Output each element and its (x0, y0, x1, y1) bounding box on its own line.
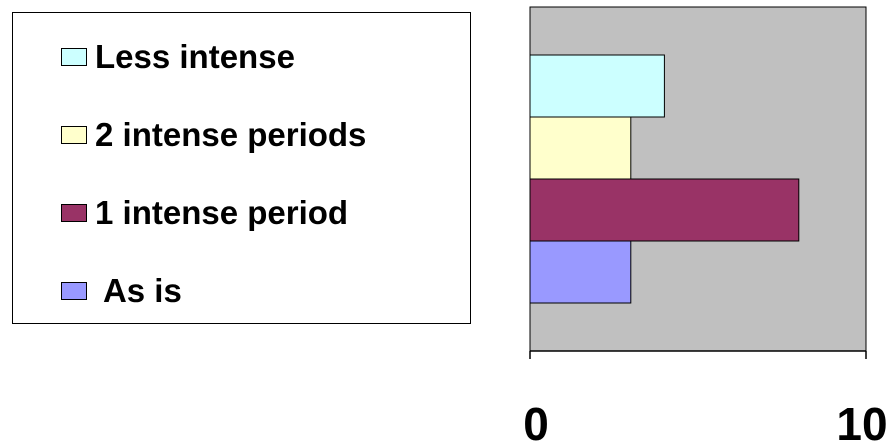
bars-group (529, 54, 800, 304)
bar-as-is (529, 240, 632, 304)
legend-swatch-2-intense-periods (61, 126, 87, 144)
bar-less-intense (529, 54, 665, 118)
legend-label-1-intense-period: 1 intense period (95, 194, 349, 231)
legend-label-less-intense: Less intense (95, 38, 295, 75)
chart-legend: Less intense 2 intense periods 1 intense… (12, 12, 471, 324)
x-tick-label-10: 10 (836, 398, 887, 444)
legend-item-as-is: As is (61, 271, 182, 311)
legend-label-2-intense-periods: 2 intense periods (95, 116, 367, 153)
legend-item-less-intense: Less intense (61, 37, 295, 77)
legend-swatch-as-is (61, 282, 87, 300)
legend-swatch-less-intense (61, 48, 87, 66)
legend-item-1-intense-period: 1 intense period (61, 193, 348, 233)
bar-1-intense-period (529, 178, 800, 242)
legend-label-as-is: As is (95, 272, 182, 309)
legend-swatch-1-intense-period (61, 204, 87, 222)
x-tick-label-0: 0 (523, 398, 549, 444)
bar-2-intense-periods (529, 116, 632, 180)
legend-item-2-intense-periods: 2 intense periods (61, 115, 366, 155)
